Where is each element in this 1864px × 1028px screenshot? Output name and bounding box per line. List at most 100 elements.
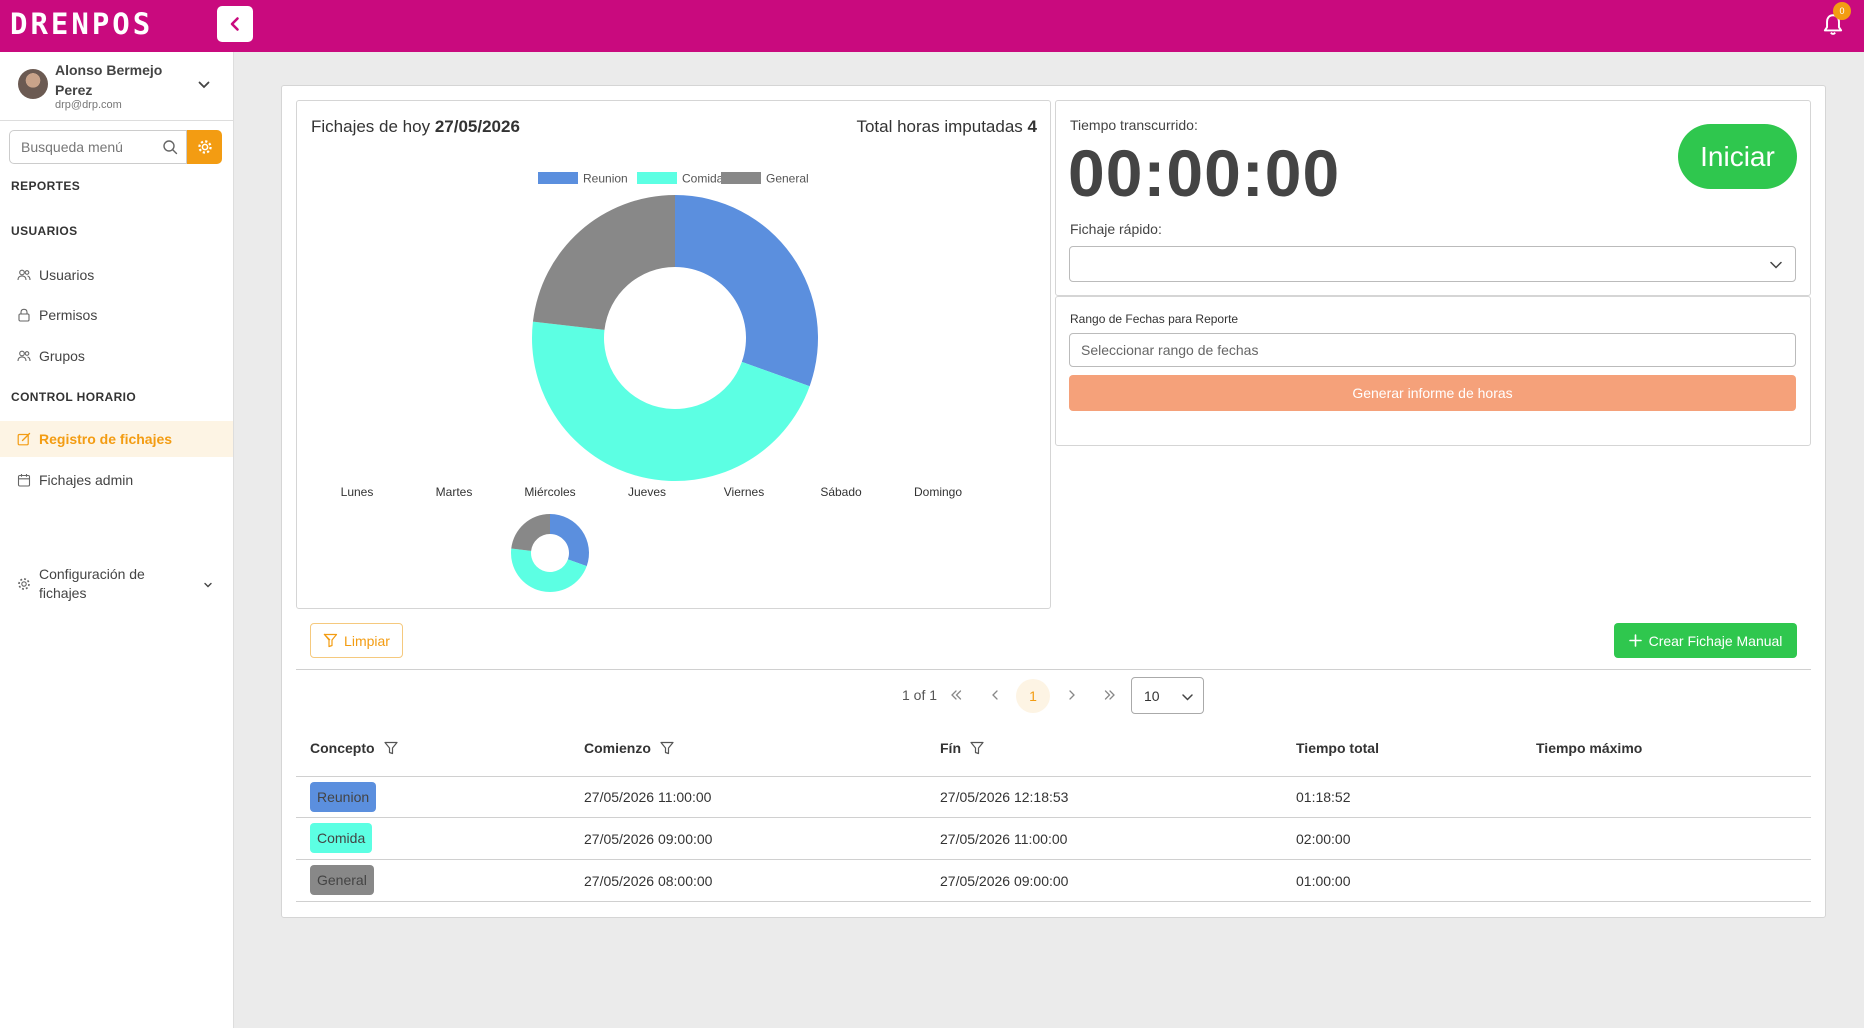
chevron-left-icon: [992, 690, 998, 700]
sidebar-item-registro-fichajes[interactable]: Registro de fichajes: [0, 421, 233, 457]
donut-slice-reunion: [675, 195, 818, 387]
menu-search-input[interactable]: [10, 131, 155, 163]
start-button[interactable]: Iniciar: [1678, 124, 1797, 189]
total-time-cell: 01:00:00: [1296, 873, 1351, 889]
sidebar: Alonso Bermejo Perez drp@drp.com REPORTE…: [0, 52, 234, 1028]
column-header-concepto: Concepto: [310, 740, 398, 756]
timer-label: Tiempo transcurrido:: [1070, 117, 1198, 133]
next-page-button[interactable]: [1057, 679, 1087, 711]
end-cell: 27/05/2026 12:18:53: [940, 789, 1069, 805]
chevron-down-icon: [1182, 694, 1193, 701]
chevrons-right-icon: [1104, 690, 1115, 700]
filter-icon[interactable]: [970, 741, 984, 755]
sidebar-item-label: Configuración de fichajes: [39, 566, 145, 601]
edit-icon: [17, 432, 31, 446]
column-header-label: Concepto: [310, 740, 375, 756]
report-panel: Rango de Fechas para Reporte Generar inf…: [1055, 296, 1811, 446]
calendar-icon: [17, 474, 31, 487]
section-control-horario: CONTROL HORARIO: [11, 390, 137, 404]
column-header-label: Tiempo máximo: [1536, 740, 1643, 756]
user-email: drp@drp.com: [55, 99, 122, 111]
total-time-cell: 02:00:00: [1296, 831, 1351, 847]
legend-swatch-reunion: [538, 172, 578, 184]
first-page-button[interactable]: [941, 679, 971, 711]
page-size-value: 10: [1144, 688, 1160, 704]
chevron-down-icon[interactable]: [197, 78, 211, 92]
clear-filters-label: Limpiar: [344, 632, 390, 649]
mini-donut-slice-comida: [511, 548, 587, 592]
legend-label-reunion: Reunion: [583, 172, 628, 186]
sidebar-item-label: Fichajes admin: [39, 472, 134, 488]
chart-panel: Fichajes de hoy 27/05/2026 Total horas i…: [296, 100, 1051, 609]
column-header-comienzo: Comienzo: [584, 740, 674, 756]
column-header-tiempo-total: Tiempo total: [1296, 740, 1379, 756]
plus-icon: [1628, 634, 1642, 647]
chart-title-prefix: Fichajes de hoy: [311, 117, 431, 136]
sidebar-item-label: Permisos: [39, 307, 98, 323]
end-cell: 27/05/2026 09:00:00: [940, 873, 1069, 889]
clear-filters-button[interactable]: Limpiar: [310, 623, 403, 658]
filter-icon[interactable]: [383, 741, 398, 755]
chart-title: Fichajes de hoy 27/05/2026: [311, 117, 520, 137]
search-icon[interactable]: [162, 139, 178, 155]
column-header-label: Fín: [940, 740, 961, 756]
previous-page-button[interactable]: [980, 679, 1010, 711]
start-cell: 27/05/2026 11:00:00: [584, 789, 712, 805]
chart-date: 27/05/2026: [434, 117, 520, 136]
timer-panel: Tiempo transcurrido: 00:00:00 Iniciar Fi…: [1055, 100, 1811, 296]
quick-fichaje-label: Fichaje rápido:: [1070, 221, 1162, 237]
notification-badge: 0: [1833, 2, 1851, 20]
chevron-down-icon: [1770, 261, 1782, 269]
sidebar-item-usuarios[interactable]: Usuarios: [0, 257, 233, 293]
menu-settings-button[interactable]: [187, 130, 222, 164]
lock-icon: [18, 308, 30, 322]
legend-label-comida: Comida: [682, 172, 724, 186]
filter-icon[interactable]: [660, 741, 674, 755]
sidebar-item-fichajes-admin[interactable]: Fichajes admin: [0, 462, 233, 498]
column-header-tiempo-maximo: Tiempo máximo: [1536, 740, 1642, 756]
date-range-label: Rango de Fechas para Reporte: [1070, 312, 1239, 326]
day-label-domingo: Domingo: [914, 485, 962, 499]
section-usuarios: USUARIOS: [11, 224, 78, 238]
divider: [296, 776, 1811, 777]
day-label-miercoles: Miércoles: [524, 485, 575, 499]
divider: [296, 817, 1811, 818]
pagination-info: 1 of 1: [902, 687, 938, 703]
create-manual-fichaje-label: Crear Fichaje Manual: [1648, 632, 1783, 649]
mini-donut-slice-reunion: [550, 514, 589, 567]
generate-report-button[interactable]: Generar informe de horas: [1069, 375, 1796, 411]
sidebar-item-grupos[interactable]: Grupos: [0, 338, 233, 374]
column-header-label: Comienzo: [584, 740, 651, 756]
app-logo: DRENPOS: [10, 7, 154, 41]
start-cell: 27/05/2026 08:00:00: [584, 873, 713, 889]
quick-fichaje-select[interactable]: [1069, 246, 1796, 282]
day-label-sabado: Sábado: [820, 485, 862, 499]
last-page-button[interactable]: [1095, 679, 1125, 711]
group-icon: [17, 350, 31, 362]
sidebar-item-configuracion-fichajes[interactable]: Configuración de fichajes: [0, 560, 233, 608]
legend-swatch-general: [721, 172, 761, 184]
user-profile[interactable]: Alonso Bermejo Perez drp@drp.com: [0, 52, 234, 121]
sidebar-item-permisos[interactable]: Permisos: [0, 297, 233, 333]
sidebar-collapse-button[interactable]: [217, 6, 253, 42]
settings-icon: [18, 578, 30, 590]
column-header-label: Tiempo total: [1296, 740, 1379, 756]
concept-tag: General: [310, 865, 374, 895]
chevron-left-icon: [230, 17, 239, 31]
current-page-button[interactable]: 1: [1016, 679, 1050, 713]
chevrons-left-icon: [951, 690, 962, 700]
legend-label-general: General: [766, 172, 809, 186]
chevron-right-icon: [1069, 690, 1075, 700]
date-range-input[interactable]: [1069, 333, 1796, 367]
divider: [296, 859, 1811, 860]
sidebar-item-label: Registro de fichajes: [39, 431, 173, 447]
column-header-fin: Fín: [940, 740, 984, 756]
create-manual-fichaje-button[interactable]: Crear Fichaje Manual: [1614, 623, 1797, 658]
page-size-select[interactable]: 10: [1131, 677, 1204, 714]
donut-slice-comida: [532, 321, 810, 481]
day-label-lunes: Lunes: [341, 485, 374, 499]
start-cell: 27/05/2026 09:00:00: [584, 831, 713, 847]
day-label-viernes: Viernes: [724, 485, 764, 499]
timer-value: 00:00:00: [1068, 136, 1341, 210]
concept-tag: Reunion: [310, 782, 377, 812]
